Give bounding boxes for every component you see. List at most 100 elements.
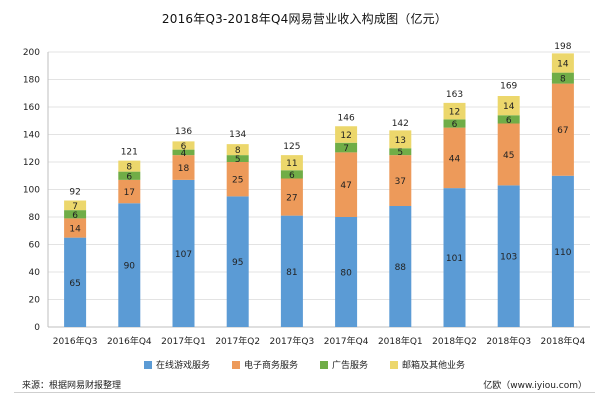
bar-segment [280, 178, 303, 216]
bar-segment [280, 170, 303, 179]
x-tick-label: 2016年Q4 [107, 335, 152, 347]
bar-segment [335, 142, 358, 153]
bar-segment [443, 119, 466, 128]
segment-value-label: 6 [452, 120, 458, 130]
y-tick-label: 60 [29, 241, 41, 251]
total-value-label: 121 [121, 148, 138, 158]
y-tick-label: 20 [29, 296, 41, 306]
segment-value-label: 14 [69, 225, 81, 235]
bar-segment [226, 196, 249, 327]
y-tick-label: 100 [23, 186, 40, 196]
segment-value-label: 11 [286, 159, 297, 169]
segment-value-label: 5 [397, 148, 403, 158]
bar-segment [389, 206, 412, 327]
bar-segment [172, 141, 195, 150]
segment-value-label: 6 [126, 172, 132, 182]
segment-value-label: 80 [340, 269, 352, 279]
x-tick-label: 2018年Q1 [378, 335, 423, 347]
bar-segment [118, 171, 141, 180]
bar-segment [226, 155, 249, 162]
segment-value-label: 88 [395, 263, 407, 273]
legend-swatch [320, 360, 328, 369]
bar-segment [280, 155, 303, 171]
bar-segment [280, 215, 303, 327]
bar-segment [497, 115, 520, 124]
segment-value-label: 37 [395, 177, 406, 187]
segment-value-label: 6 [289, 171, 295, 181]
axes: 0 20 40 60 80 100 120 140 160 180 200 2016年Q3 2016年Q… [23, 48, 586, 347]
bar-segment [551, 83, 574, 176]
bars [64, 53, 574, 327]
segment-value-label: 44 [449, 154, 461, 164]
y-tick-label: 180 [23, 76, 40, 86]
segment-value-label: 13 [395, 136, 406, 146]
segment-value-label: 18 [178, 164, 190, 174]
segment-value-label: 6 [181, 142, 187, 152]
bar-segment [172, 149, 195, 156]
bar-segment [389, 148, 412, 156]
segment-value-label: 4 [181, 149, 187, 159]
legend-label: 在线游戏服务 [155, 361, 210, 371]
segment-value-label: 101 [446, 254, 463, 264]
x-tick-label: 2018年Q4 [541, 335, 586, 347]
legend-swatch [390, 360, 399, 369]
segment-value-label: 45 [503, 151, 514, 161]
x-tick-label: 2017年Q2 [215, 335, 260, 347]
total-value-label: 146 [338, 113, 355, 123]
bar-segment [64, 200, 87, 211]
x-tick-label: 2017年Q4 [324, 335, 369, 347]
total-value-label: 92 [69, 188, 80, 198]
bar-segment [226, 162, 249, 197]
segment-value-label: 6 [506, 116, 512, 126]
legend-label: 邮箱及其他业务 [402, 361, 466, 371]
segment-value-label: 8 [126, 163, 132, 173]
bar-segment [64, 210, 87, 219]
total-value-label: 125 [283, 142, 300, 152]
segment-value-label: 17 [124, 188, 135, 198]
segment-value-label: 107 [175, 250, 192, 260]
legend-label: 广告服务 [332, 361, 369, 371]
segment-value-label: 7 [72, 202, 78, 212]
bar-segment [551, 53, 574, 73]
segment-value-label: 95 [232, 258, 243, 268]
y-tick-label: 200 [23, 48, 40, 58]
chart-title: 2016年Q3-2018年Q4网易营业收入构成图（亿元） [161, 12, 448, 26]
y-tick-label: 0 [34, 323, 40, 333]
y-tick-label: 120 [23, 158, 40, 168]
legend-item: 邮箱及其他业务 [390, 358, 465, 371]
segment-value-label: 81 [286, 268, 297, 278]
legend: 在线游戏服务 电子商务服务 广告服务 邮箱及其他业务 [0, 358, 609, 371]
source-note: 来源：根据网易财报整理 [22, 381, 122, 391]
segment-value-label: 27 [286, 194, 297, 204]
y-tick-label: 140 [23, 131, 40, 141]
data-labels: 6514679290176812110718461369525581348127… [69, 42, 571, 289]
segment-value-label: 103 [500, 253, 517, 263]
bar-segment [443, 188, 466, 327]
total-value-label: 142 [392, 119, 409, 129]
segment-value-label: 47 [340, 181, 351, 191]
segment-value-label: 6 [72, 211, 78, 221]
credit-note: 亿欧（www.iyiou.com） [483, 381, 587, 391]
y-tick-label: 80 [29, 213, 41, 223]
x-tick-label: 2017年Q1 [161, 335, 206, 347]
segment-value-label: 5 [235, 155, 241, 165]
segment-value-label: 12 [449, 108, 460, 118]
bar-segment [118, 179, 141, 204]
total-value-label: 198 [554, 42, 571, 52]
bar-segment [389, 130, 412, 149]
bar-segment [335, 217, 358, 327]
segment-value-label: 12 [340, 131, 351, 141]
segment-value-label: 7 [343, 144, 349, 154]
segment-value-label: 67 [557, 126, 568, 136]
segment-value-label: 65 [69, 279, 80, 289]
total-value-label: 136 [175, 127, 192, 137]
bar-segment [551, 72, 574, 84]
x-tick-label: 2018年Q3 [486, 335, 531, 347]
segment-value-label: 8 [560, 75, 566, 85]
segment-value-label: 14 [557, 60, 569, 70]
total-value-label: 134 [229, 130, 246, 140]
bar-segment [443, 127, 466, 189]
x-tick-label: 2017年Q3 [270, 335, 315, 347]
segment-value-label: 110 [554, 248, 571, 258]
